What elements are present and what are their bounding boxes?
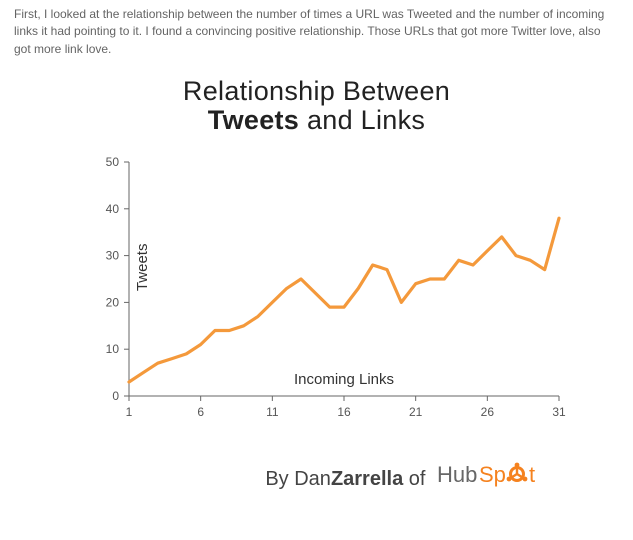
svg-text:6: 6 [197,405,204,419]
svg-text:Incoming Links: Incoming Links [293,371,393,388]
chart-svg-holder: 01020304050161116212631TweetsIncoming Li… [57,148,577,448]
intro-paragraph: First, I looked at the relationship betw… [0,0,633,58]
svg-text:30: 30 [105,249,119,263]
svg-text:Sp: Sp [479,462,506,487]
svg-text:40: 40 [105,202,119,216]
chart-container: Relationship Between Tweets and Links 01… [0,58,633,491]
title-rest: and Links [307,105,425,135]
svg-text:31: 31 [552,405,566,419]
svg-text:Hub: Hub [437,462,477,487]
svg-text:0: 0 [112,389,119,403]
hubspot-logo: HubSpt [437,460,549,490]
byline-of: of [403,468,431,490]
byline: By DanZarrella of HubSpt [40,460,593,491]
svg-text:Tweets: Tweets [134,244,151,292]
svg-text:t: t [529,462,535,487]
title-bold-word: Tweets [208,105,299,135]
svg-text:10: 10 [105,342,119,356]
svg-text:16: 16 [337,405,351,419]
chart-title: Relationship Between Tweets and Links [40,76,593,136]
svg-text:26: 26 [480,405,494,419]
svg-text:20: 20 [105,296,119,310]
title-line-2: Tweets and Links [40,105,593,136]
byline-prefix: By [265,468,294,490]
svg-text:50: 50 [105,155,119,169]
svg-text:11: 11 [266,405,279,419]
byline-firstname: Dan [294,468,331,490]
byline-lastname: Zarrella [331,468,403,490]
line-chart: 01020304050161116212631TweetsIncoming Li… [57,148,577,448]
svg-text:1: 1 [125,405,132,419]
title-line-1: Relationship Between [40,76,593,107]
svg-text:21: 21 [408,405,422,419]
